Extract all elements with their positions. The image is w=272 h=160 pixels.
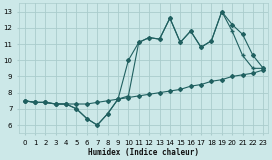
- X-axis label: Humidex (Indice chaleur): Humidex (Indice chaleur): [88, 148, 199, 156]
